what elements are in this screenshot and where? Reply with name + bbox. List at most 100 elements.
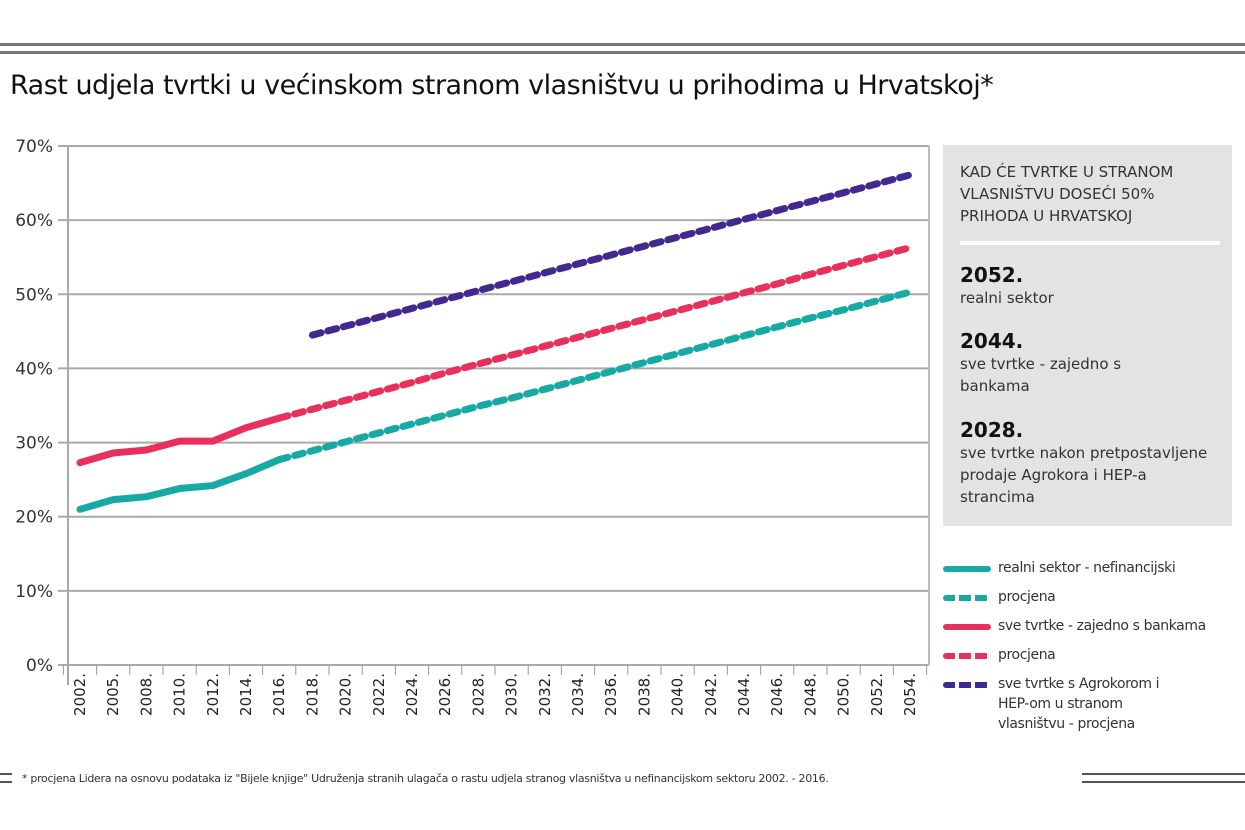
data-point (677, 310, 679, 312)
data-point (677, 236, 679, 238)
x-tick-label: 2052. (868, 673, 886, 716)
data-point (145, 496, 147, 498)
x-tick-label: 2022. (370, 673, 388, 716)
top-rule (0, 43, 1245, 46)
data-point (112, 499, 114, 501)
info-entry-year: 2052. (960, 263, 1024, 287)
info-entry-text: realni sektor (960, 289, 1054, 307)
series-line (76, 456, 283, 513)
data-point (743, 218, 745, 220)
info-entry-text: sve tvrtke - zajedno s bankama (960, 355, 1122, 395)
data-point (179, 488, 181, 490)
data-point (345, 441, 347, 443)
data-point (411, 423, 413, 425)
data-point (212, 440, 214, 442)
x-tick-label: 2014. (237, 673, 255, 716)
data-point (643, 245, 645, 247)
data-point (278, 417, 280, 419)
x-tick-label: 2028. (469, 673, 487, 716)
legend-item: procjena (943, 587, 1243, 616)
data-point (643, 361, 645, 363)
x-tick-label: 2010. (171, 673, 189, 716)
data-point (145, 449, 147, 451)
data-point (610, 254, 612, 256)
data-point (444, 298, 446, 300)
legend: realni sektor - nefinancijski procjena sve… (943, 558, 1243, 732)
footer-rule (1082, 773, 1245, 775)
data-point (577, 263, 579, 265)
data-point (511, 397, 513, 399)
legend-item: sve tvrtke s Agrokorom i HEP-om u strano… (943, 674, 1243, 732)
x-tick-label: 2032. (536, 673, 554, 716)
y-tick-label: 70% (15, 137, 53, 157)
legend-item: sve tvrtke - zajedno s bankama (943, 616, 1243, 645)
data-point (179, 440, 181, 442)
data-point (843, 192, 845, 194)
data-point (378, 432, 380, 434)
data-point (411, 382, 413, 384)
legend-swatch (943, 653, 991, 659)
data-point (776, 210, 778, 212)
top-rule (0, 51, 1245, 54)
x-tick-label: 2002. (71, 673, 89, 716)
data-point (577, 379, 579, 381)
info-entry-text: sve tvrtke nakon pretpostavljene prodaje… (960, 444, 1208, 506)
data-point (477, 405, 479, 407)
x-tick-label: 2018. (303, 673, 321, 716)
info-entry: 2028. sve tvrtke nakon pretpostavljene p… (960, 418, 1220, 508)
data-point (511, 354, 513, 356)
legend-label: realni sektor - nefinancijski (998, 560, 1176, 576)
data-point (245, 473, 247, 475)
y-tick-label: 20% (15, 508, 53, 528)
data-point (477, 363, 479, 365)
data-point (212, 485, 214, 487)
legend-swatch (943, 682, 991, 688)
x-tick-label: 2020. (337, 673, 355, 716)
data-point (610, 327, 612, 329)
x-tick-label: 2050. (835, 673, 853, 716)
legend-label: sve tvrtke - zajedno s bankama (998, 618, 1206, 634)
info-box: KAD ĆE TVRTKE U STRANOM VLASNIŠTVU DOSEĆ… (943, 145, 1232, 526)
info-entry-year: 2028. (960, 418, 1024, 442)
data-point (245, 427, 247, 429)
legend-item: procjena (943, 645, 1243, 674)
info-entry: 2044. sve tvrtke - zajedno s bankama (960, 329, 1160, 397)
data-point (876, 255, 878, 257)
x-tick-label: 2026. (436, 673, 454, 716)
data-point (876, 300, 878, 302)
info-entry: 2052. realni sektor (960, 263, 1225, 309)
data-point (677, 353, 679, 355)
y-tick-label: 10% (15, 582, 53, 602)
y-tick-label: 30% (15, 434, 53, 454)
x-tick-label: 2036. (602, 673, 620, 716)
data-point (610, 370, 612, 372)
footer-rule (0, 781, 12, 783)
x-tick-label: 2044. (735, 673, 753, 716)
x-tick-label: 2038. (635, 673, 653, 716)
data-point (311, 450, 313, 452)
data-point (909, 247, 911, 249)
data-point (345, 325, 347, 327)
legend-swatch (943, 595, 991, 601)
data-point (477, 290, 479, 292)
x-tick-label: 2008. (137, 673, 155, 716)
x-tick-label: 2024. (403, 673, 421, 716)
y-tick-label: 50% (15, 285, 53, 305)
x-tick-label: 2005. (104, 673, 122, 716)
data-point (544, 388, 546, 390)
footer-rule (1082, 781, 1245, 783)
data-point (809, 317, 811, 319)
data-point (776, 326, 778, 328)
data-point (378, 316, 380, 318)
data-point (311, 334, 313, 336)
x-tick-label: 2042. (702, 673, 720, 716)
data-point (378, 390, 380, 392)
data-point (809, 201, 811, 203)
data-point (577, 336, 579, 338)
divider (960, 241, 1220, 245)
y-tick-label: 40% (15, 359, 53, 379)
data-point (79, 462, 81, 464)
series-line (76, 414, 283, 467)
data-point (776, 283, 778, 285)
